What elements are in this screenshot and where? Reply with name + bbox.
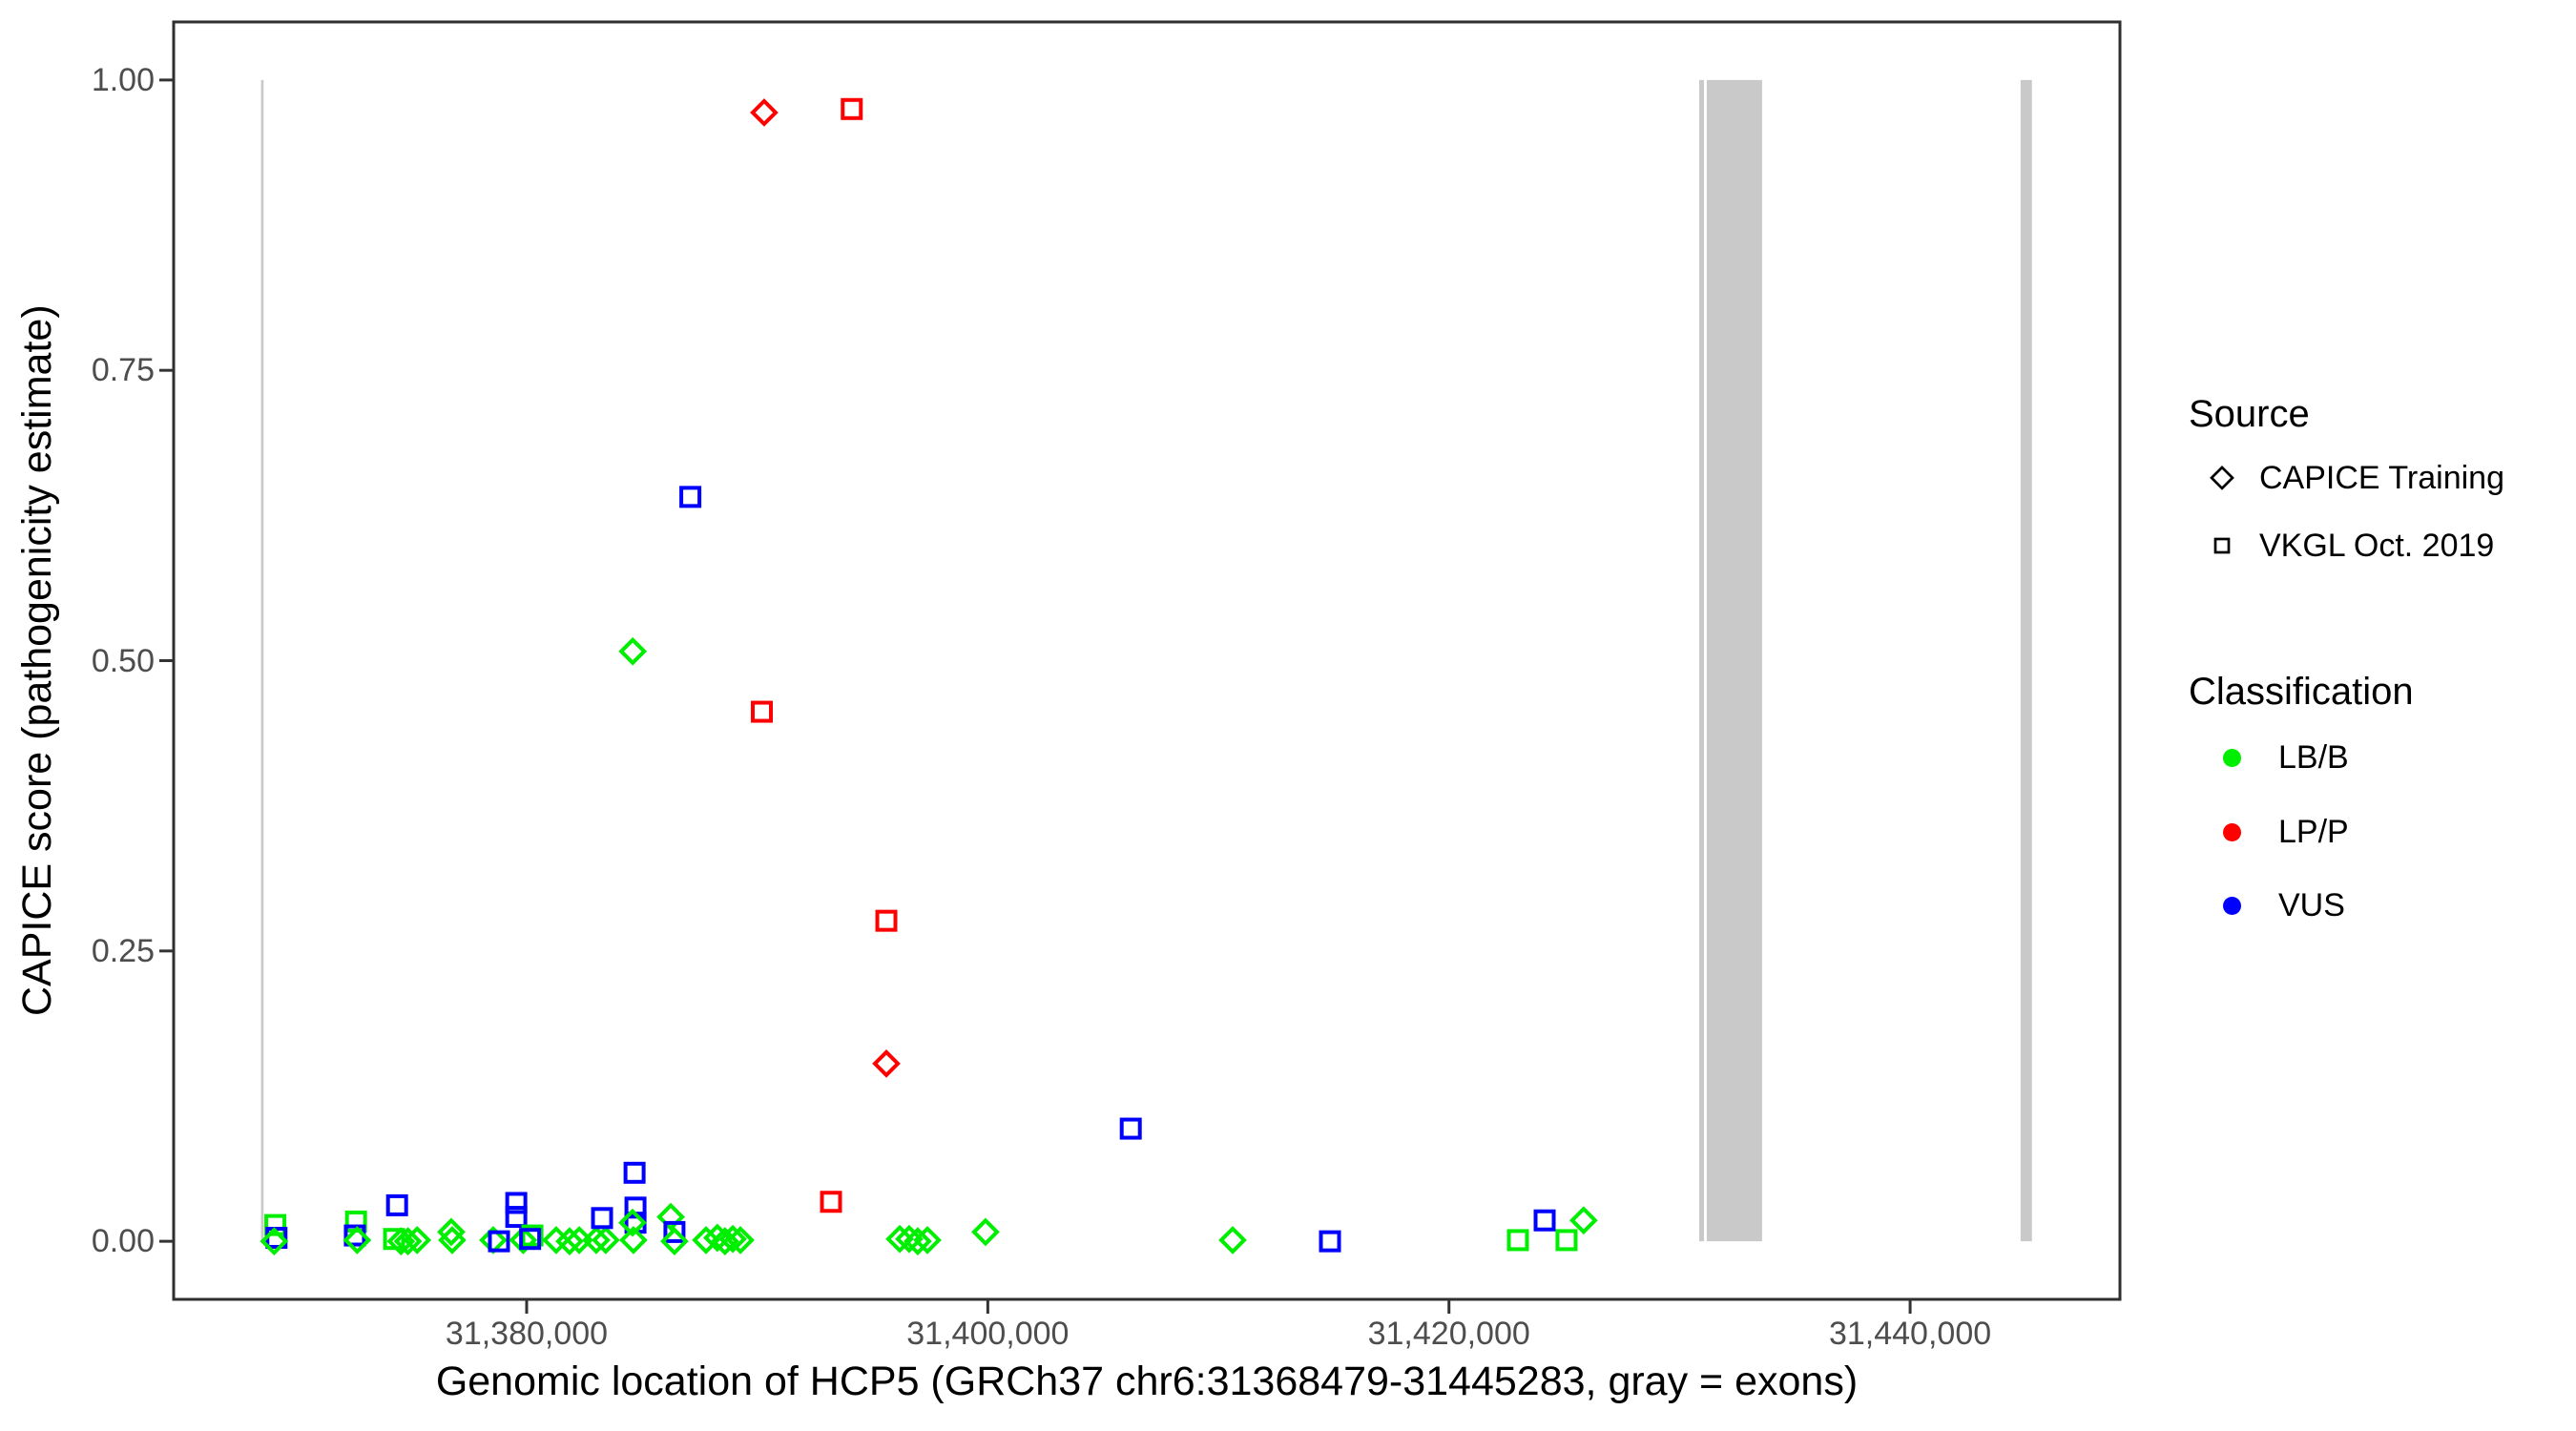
data-point-diamond [438, 1226, 467, 1255]
legend-item-vus: VUS [2189, 882, 2345, 928]
x-tick-label: 31,380,000 [445, 1316, 609, 1352]
exon-bar [1698, 79, 1705, 1242]
data-point-square [385, 1193, 408, 1216]
y-tick-label: 1.00 [91, 61, 155, 98]
data-point-square [751, 700, 774, 723]
exon-bar [260, 79, 264, 1242]
data-points [260, 97, 1598, 1255]
lpp-dot-icon [2189, 822, 2275, 841]
x-tick-label: 31,440,000 [1828, 1316, 1992, 1352]
data-point-diamond [260, 1227, 289, 1255]
legend-item-lbb: LB/B [2189, 735, 2349, 780]
legend-item-capice-training: CAPICE Training [2189, 455, 2504, 501]
legend-label: CAPICE Training [2259, 459, 2504, 496]
data-point-diamond [618, 1208, 647, 1237]
lbb-dot-icon [2189, 748, 2275, 767]
data-point-diamond [479, 1226, 508, 1255]
data-point-diamond [386, 1227, 416, 1255]
data-point-diamond [872, 1049, 901, 1078]
exon-bars [260, 79, 2032, 1242]
square-key-icon [2189, 525, 2255, 567]
data-point-diamond [565, 1226, 593, 1255]
legend-label: VKGL Oct. 2019 [2259, 527, 2495, 564]
legend-label: LB/B [2278, 738, 2349, 776]
data-point-diamond [618, 636, 648, 666]
data-point-diamond [750, 98, 779, 127]
diamond-key-icon [2189, 457, 2255, 499]
legend-label: LP/P [2278, 813, 2349, 850]
data-point-diamond [619, 1226, 648, 1255]
data-point-square [1319, 1230, 1341, 1253]
data-point-square [519, 1228, 542, 1251]
y-tick-label: 0.75 [91, 352, 155, 389]
data-point-diamond [1569, 1206, 1598, 1235]
data-point-diamond [343, 1226, 372, 1255]
data-point-square [505, 1206, 528, 1229]
data-point-square [1555, 1229, 1578, 1252]
data-point-diamond [656, 1202, 685, 1232]
panel-border [172, 20, 2122, 1301]
data-point-diamond [726, 1226, 755, 1255]
data-point-square [875, 909, 898, 932]
data-point-square [591, 1207, 613, 1230]
data-point-square [663, 1220, 686, 1243]
x-tick-label: 31,420,000 [1367, 1316, 1530, 1352]
vus-dot-icon [2189, 896, 2275, 915]
data-point-square [820, 1191, 842, 1213]
legend-classification-title: Classification [2189, 671, 2414, 713]
data-point-square [623, 1161, 646, 1184]
data-point-square [505, 1192, 528, 1214]
data-point-square [1506, 1229, 1529, 1252]
data-point-square [679, 486, 702, 508]
y-tick-label: 0.50 [91, 642, 155, 679]
data-point-square [264, 1213, 287, 1236]
y-tick-label: 0.25 [91, 932, 155, 969]
data-point-diamond [403, 1226, 432, 1255]
exon-bar [1706, 79, 1762, 1242]
data-point-diamond [913, 1226, 942, 1255]
data-point-square [521, 1224, 544, 1247]
data-point-square [1533, 1209, 1556, 1232]
data-point-diamond [1218, 1226, 1247, 1255]
y-tick-label: 0.00 [91, 1223, 155, 1260]
data-point-square [841, 97, 863, 120]
legend-source-title: Source [2189, 393, 2310, 435]
data-point-diamond [592, 1226, 620, 1255]
x-tick-label: 31,400,000 [906, 1316, 1070, 1352]
data-point-diamond [971, 1217, 1000, 1247]
axis-tick-marks [159, 78, 1912, 1314]
data-point-square [1119, 1117, 1142, 1140]
data-point-square [488, 1230, 510, 1253]
legend-item-lpp: LP/P [2189, 809, 2349, 855]
exon-bar [2020, 79, 2032, 1242]
legend-label: VUS [2278, 886, 2345, 923]
legend-item-vkgl: VKGL Oct. 2019 [2189, 523, 2494, 569]
data-point-diamond [660, 1227, 689, 1255]
x-axis-title: Genomic location of HCP5 (GRCh37 chr6:31… [435, 1358, 1859, 1404]
